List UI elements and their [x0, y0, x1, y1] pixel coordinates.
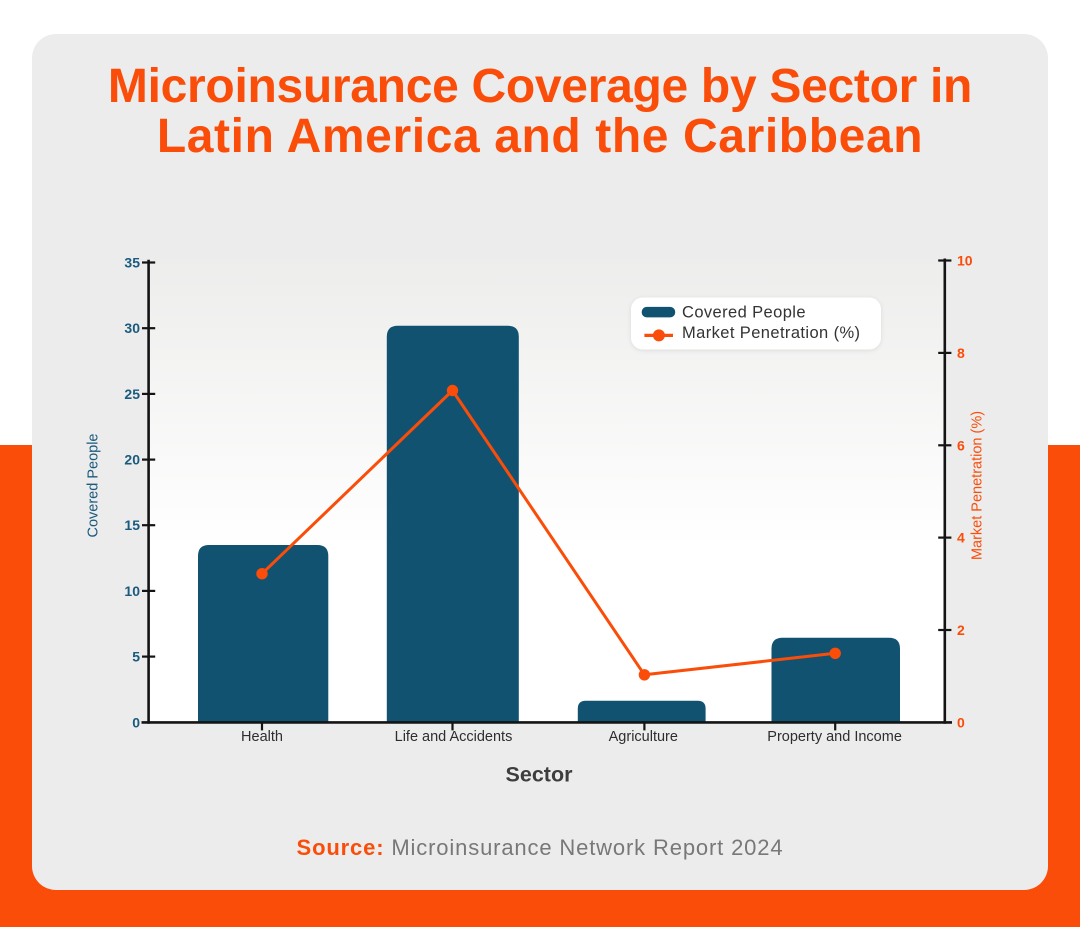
svg-text:15: 15 [124, 517, 140, 533]
svg-text:35: 35 [124, 255, 140, 271]
svg-text:Covered People: Covered People [682, 303, 806, 321]
svg-text:5: 5 [132, 649, 140, 665]
svg-text:Property and Income: Property and Income [767, 729, 902, 745]
svg-text:Life and Accidents: Life and Accidents [395, 729, 513, 745]
svg-text:6: 6 [957, 437, 965, 453]
svg-text:20: 20 [124, 452, 140, 468]
svg-text:2: 2 [957, 622, 965, 638]
svg-text:8: 8 [957, 345, 965, 361]
svg-text:0: 0 [957, 714, 965, 730]
svg-text:10: 10 [957, 253, 973, 269]
svg-text:Covered People: Covered People [86, 434, 102, 538]
svg-text:4: 4 [957, 530, 965, 546]
svg-text:Health: Health [241, 729, 283, 745]
svg-text:10: 10 [124, 583, 140, 599]
svg-text:Market Penetration (%): Market Penetration (%) [970, 411, 986, 560]
svg-text:30: 30 [124, 320, 140, 336]
svg-text:25: 25 [124, 386, 140, 402]
svg-text:Market Penetration (%): Market Penetration (%) [682, 324, 860, 342]
svg-text:Sector: Sector [506, 763, 574, 787]
svg-text:Agriculture: Agriculture [609, 729, 678, 745]
svg-text:0: 0 [132, 714, 140, 730]
